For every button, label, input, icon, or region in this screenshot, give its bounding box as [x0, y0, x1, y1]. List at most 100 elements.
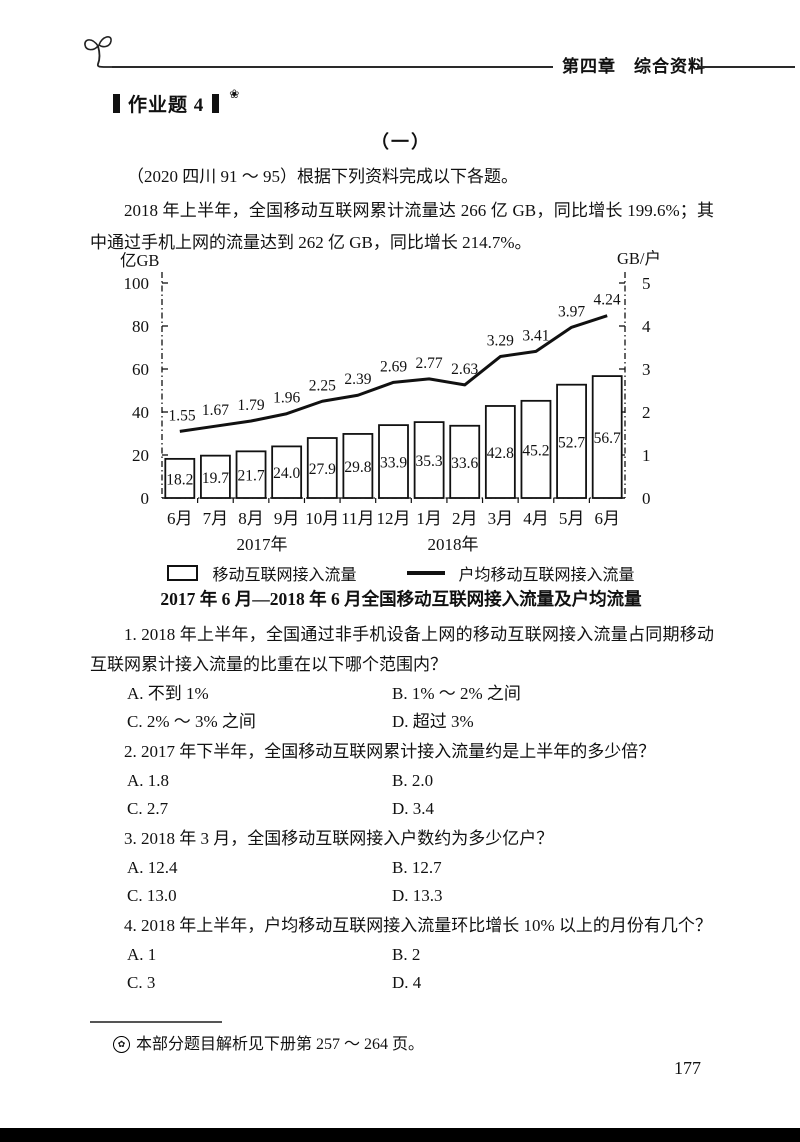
source-line: （2020 四川 91 ～ 95）根据下列资料完成以下各题。 [127, 167, 518, 186]
svg-text:2.63: 2.63 [451, 361, 478, 378]
svg-text:4.24: 4.24 [593, 292, 620, 309]
svg-text:7月: 7月 [203, 509, 229, 528]
svg-text:0: 0 [642, 489, 651, 508]
footnote-rule [90, 1021, 222, 1023]
questions-block: 1. 2018 年上半年，全国通过非手机设备上网的移动互联网接入流量占同期移动互… [90, 620, 714, 998]
svg-text:1.79: 1.79 [237, 397, 264, 414]
header-rule-right [697, 66, 795, 68]
heading-bar-left [113, 94, 120, 113]
svg-text:60: 60 [132, 360, 149, 379]
svg-text:10月: 10月 [305, 509, 339, 528]
svg-text:56.7: 56.7 [594, 430, 621, 447]
svg-text:2017年: 2017年 [237, 535, 288, 554]
header-rule-left [112, 66, 553, 68]
svg-text:2: 2 [642, 403, 651, 422]
heading-bar-right [212, 94, 220, 113]
question-3-text: 3. 2018 年 3 月，全国移动互联网接入户数约为多少亿户？ [124, 829, 554, 848]
svg-text:3: 3 [642, 360, 651, 379]
svg-text:6月: 6月 [594, 509, 620, 528]
chart-title: 2017 年 6 月—2018 年 6 月全国移动互联网接入流量及户均流量 [160, 589, 642, 609]
question-2-text: 2. 2017 年下半年，全国移动互联网累计接入流量约是上半年的多少倍？ [124, 742, 656, 761]
question-2-options: A. 1.8 B. 2.0 C. 2.7 D. 3.4 [90, 767, 714, 823]
question-1-text: 1. 2018 年上半年，全国通过非手机设备上网的移动互联网接入流量占同期移动互… [90, 625, 714, 674]
svg-text:4: 4 [642, 317, 651, 336]
chapter-heading: 第四章 综合资料 [562, 57, 706, 76]
svg-text:2.69: 2.69 [380, 358, 407, 375]
svg-text:21.7: 21.7 [237, 468, 264, 485]
svg-text:27.9: 27.9 [309, 461, 336, 478]
part-heading: （一） [371, 132, 431, 152]
option-a: A. 不到 1% [127, 684, 209, 703]
assignment-heading: 作业题 4 ❀ [113, 87, 240, 117]
option-c: C. 13.0 [127, 886, 177, 905]
svg-text:0: 0 [141, 489, 150, 508]
option-d: D. 13.3 [392, 886, 443, 905]
svg-text:1: 1 [642, 446, 651, 465]
option-a: A. 1 [127, 945, 157, 964]
svg-text:2.39: 2.39 [344, 371, 371, 388]
svg-text:42.8: 42.8 [487, 445, 514, 462]
line-legend-label: 户均移动互联网接入流量 [458, 567, 635, 584]
question-4-text: 4. 2018 年上半年，户均移动互联网接入流量环比增长 10% 以上的月份有几… [124, 916, 712, 935]
option-d: D. 3.4 [392, 799, 435, 818]
svg-text:2.77: 2.77 [416, 355, 443, 372]
svg-text:GB/户: GB/户 [617, 250, 661, 268]
svg-text:100: 100 [124, 274, 150, 293]
svg-text:52.7: 52.7 [558, 434, 585, 451]
svg-text:80: 80 [132, 317, 149, 336]
svg-text:2月: 2月 [452, 509, 478, 528]
svg-text:4月: 4月 [523, 509, 549, 528]
svg-text:3.29: 3.29 [487, 333, 514, 350]
svg-text:33.9: 33.9 [380, 455, 407, 472]
svg-text:19.7: 19.7 [202, 470, 229, 487]
line-legend-swatch [406, 571, 445, 575]
svg-text:20: 20 [132, 446, 149, 465]
footnote-text: 本部分题目解析见下册第 257 ～ 264 页。 [136, 1036, 425, 1053]
svg-text:5: 5 [642, 274, 651, 293]
svg-text:29.8: 29.8 [344, 459, 371, 476]
option-b: B. 2 [392, 945, 421, 964]
flower-badge-icon: ❀ [229, 87, 240, 101]
svg-text:11月: 11月 [341, 509, 374, 528]
option-b: B. 2.0 [392, 771, 434, 790]
svg-text:33.6: 33.6 [451, 455, 478, 472]
intro-paragraph: 2018 年上半年，全国移动互联网累计流量达 266 亿 GB，同比增长 199… [90, 201, 714, 252]
svg-text:5月: 5月 [559, 509, 585, 528]
option-d: D. 4 [392, 973, 422, 992]
svg-text:18.2: 18.2 [166, 471, 193, 488]
svg-text:6月: 6月 [167, 509, 193, 528]
svg-text:9月: 9月 [274, 509, 300, 528]
option-a: A. 12.4 [127, 858, 178, 877]
option-c: C. 3 [127, 973, 156, 992]
svg-text:45.2: 45.2 [522, 442, 549, 459]
svg-text:40: 40 [132, 403, 149, 422]
svg-text:24.0: 24.0 [273, 465, 300, 482]
circled-flower-icon: ✿ [113, 1036, 130, 1053]
svg-text:1.55: 1.55 [168, 407, 195, 424]
svg-text:1.96: 1.96 [273, 390, 300, 407]
svg-text:3月: 3月 [488, 509, 514, 528]
page-number: 177 [674, 1058, 701, 1078]
svg-text:8月: 8月 [238, 509, 263, 528]
sprout-icon [84, 36, 126, 68]
option-b: B. 1% ～ 2% 之间 [392, 684, 521, 703]
svg-text:2.25: 2.25 [309, 377, 336, 394]
svg-text:3.41: 3.41 [522, 327, 549, 344]
assignment-title: 作业题 4 [128, 95, 205, 116]
chart-legend: 移动互联网接入流量 户均移动互联网接入流量 [90, 561, 712, 585]
option-b: B. 12.7 [392, 858, 442, 877]
question-3-options: A. 12.4 B. 12.7 C. 13.0 D. 13.3 [90, 854, 714, 910]
svg-text:1.67: 1.67 [202, 402, 229, 419]
option-d: D. 超过 3% [392, 712, 474, 731]
question-1-options: A. 不到 1% B. 1% ～ 2% 之间 C. 2% ～ 3% 之间 D. … [90, 680, 714, 736]
bar-legend-label: 移动互联网接入流量 [212, 567, 357, 584]
footnote: ✿ 本部分题目解析见下册第 257 ～ 264 页。 [113, 1030, 424, 1054]
scan-edge-bar [0, 1128, 800, 1142]
question-4-options: A. 1 B. 2 C. 3 D. 4 [90, 941, 714, 997]
combo-chart: 0 20 40 60 80 100 0 1 2 3 4 5 亿GB GB/户 18.2 19.7 21.7 24.… [120, 250, 661, 554]
svg-text:35.3: 35.3 [416, 453, 443, 470]
svg-text:亿GB: 亿GB [120, 251, 159, 270]
svg-text:12月: 12月 [377, 509, 411, 528]
option-a: A. 1.8 [127, 771, 170, 790]
